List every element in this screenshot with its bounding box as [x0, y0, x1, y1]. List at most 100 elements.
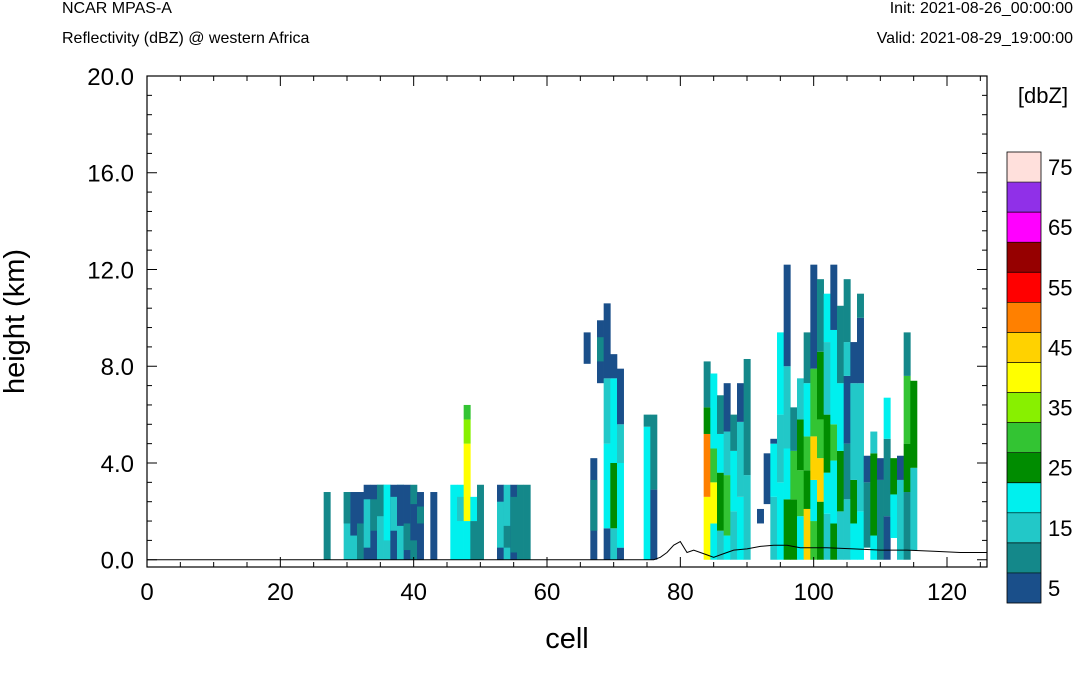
reflectivity-cell	[650, 489, 658, 560]
reflectivity-cell	[643, 414, 651, 427]
reflectivity-cell	[643, 426, 651, 560]
reflectivity-cell	[350, 492, 358, 536]
reflectivity-cell	[810, 521, 818, 560]
colorbar-label: 65	[1048, 215, 1072, 240]
reflectivity-cell	[597, 337, 604, 362]
reflectivity-cell	[890, 494, 898, 538]
reflectivity-cell	[590, 479, 598, 531]
reflectivity-cell	[757, 508, 764, 524]
y-tick-label: 16.0	[87, 161, 134, 188]
init-time: Init: 2021-08-26_00:00:00	[889, 0, 1073, 17]
reflectivity-cell	[903, 492, 911, 560]
reflectivity-cell	[857, 511, 864, 560]
reflectivity-cell	[610, 463, 618, 529]
reflectivity-cell	[797, 419, 804, 471]
reflectivity-cell	[397, 484, 404, 526]
reflectivity-cell	[517, 484, 524, 560]
reflectivity-cell	[817, 419, 824, 459]
reflectivity-cell	[890, 458, 898, 495]
reflectivity-cell	[463, 404, 471, 420]
axis-ticks: 0 20 40 60 80 100 120 0.0 4.0 8.0 12.0 16.0 20.0	[87, 64, 987, 606]
reflectivity-cell	[723, 475, 731, 536]
reflectivity-cell	[610, 354, 618, 379]
reflectivity-cell	[857, 383, 864, 512]
reflectivity-cell	[790, 407, 798, 451]
reflectivity-cell	[710, 373, 718, 449]
reflectivity-cell	[610, 378, 618, 463]
reflectivity-cell	[803, 436, 811, 471]
reflectivity-cell	[823, 414, 831, 473]
colorbar-swatch	[1007, 542, 1041, 574]
reflectivity-cell	[897, 479, 904, 560]
reflectivity-cell	[737, 383, 744, 422]
reflectivity-cell	[743, 358, 751, 476]
reflectivity-cell	[743, 475, 751, 560]
reflectivity-cell	[730, 414, 738, 451]
reflectivity-cell	[897, 455, 904, 480]
reflectivity-cell	[863, 482, 871, 548]
reflectivity-cell	[823, 472, 831, 514]
reflectivity-cell	[763, 453, 771, 505]
reflectivity-cell	[817, 351, 824, 420]
reflectivity-cell	[403, 484, 411, 560]
reflectivity-cell	[777, 414, 784, 483]
reflectivity-cell	[830, 523, 838, 560]
reflectivity-cell	[617, 547, 624, 560]
reflectivity-cell	[797, 516, 804, 560]
colorbar-frame	[1006, 151, 1042, 604]
reflectivity-cell	[583, 332, 591, 364]
reflectivity-cell	[870, 535, 878, 560]
reflectivity-cell	[843, 342, 851, 376]
reflectivity-cell	[737, 496, 744, 560]
reflectivity-cell	[710, 482, 718, 524]
colorbar-swatch	[1007, 152, 1041, 183]
reflectivity-cell	[463, 443, 471, 522]
reflectivity-cell	[903, 375, 911, 444]
colorbar-swatch	[1007, 452, 1041, 483]
colorbar-label: 55	[1048, 275, 1072, 300]
x-tick-label: 60	[534, 579, 561, 606]
reflectivity-cell	[830, 329, 838, 425]
reflectivity-cell	[803, 383, 811, 437]
reflectivity-cell	[810, 479, 818, 522]
x-tick-label: 20	[267, 579, 294, 606]
reflectivity-cell	[817, 279, 824, 352]
reflectivity-cell	[603, 303, 611, 379]
reflectivity-cell	[857, 317, 864, 384]
reflectivity-cell	[883, 438, 891, 517]
colorbar-label: 35	[1048, 396, 1072, 421]
colorbar-swatch	[1007, 242, 1041, 273]
reflectivity-cell	[410, 504, 418, 541]
reflectivity-cell	[377, 484, 384, 560]
reflectivity-cell	[843, 499, 851, 560]
model-title: NCAR MPAS-A	[62, 0, 172, 17]
colorbar-swatch	[1007, 212, 1041, 243]
reflectivity-cell	[803, 470, 811, 509]
reflectivity-cell	[770, 496, 778, 560]
reflectivity-cell	[723, 383, 731, 432]
y-axis-title: height (km)	[0, 249, 31, 394]
colorbar-swatch	[1007, 572, 1041, 604]
y-tick-label: 12.0	[87, 257, 134, 284]
reflectivity-cell	[343, 492, 351, 524]
reflectivity-cell	[803, 332, 811, 384]
reflectivity-cell	[377, 484, 384, 517]
reflectivity-cell	[717, 395, 724, 434]
reflectivity-cell	[783, 264, 791, 367]
reflectivity-cell	[710, 448, 718, 483]
colorbar: 5 15 25 35 45 55 65 75	[1006, 151, 1072, 604]
x-tick-label: 40	[400, 579, 427, 606]
reflectivity-cell	[510, 496, 518, 553]
reflectivity-cell	[730, 450, 738, 512]
reflectivity-cell	[470, 496, 478, 522]
reflectivity-cell	[810, 436, 818, 480]
reflectivity-cell	[830, 424, 838, 461]
colorbar-label: 15	[1048, 516, 1072, 541]
reflectivity-cell	[617, 424, 624, 463]
reflectivity-cell	[810, 264, 818, 369]
reflectivity-cell	[870, 453, 878, 536]
reflectivity-cell	[777, 332, 784, 415]
reflectivity-cell	[797, 470, 804, 517]
reflectivity-cell	[850, 383, 858, 480]
